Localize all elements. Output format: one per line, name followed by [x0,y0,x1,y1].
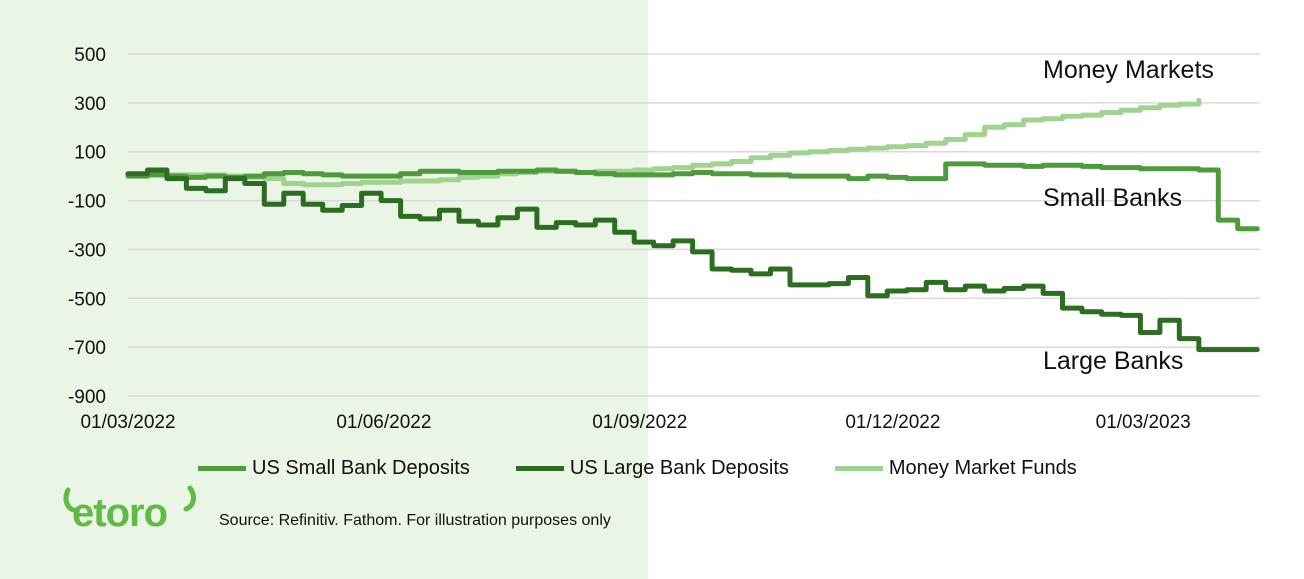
series-line [125,167,1260,353]
x-tick-label: 01/12/2022 [845,412,940,433]
gridlines [128,53,1260,397]
annotation-money-markets: Money Markets [1043,56,1214,84]
shaded-background-region [0,0,648,579]
etoro-logo: etoro [62,484,202,537]
series-line [125,97,1202,188]
y-tick-label: -500 [68,289,106,310]
y-tick-label: -300 [68,240,106,261]
source-note: Source: Refinitiv. Fathom. For illustrat… [219,512,611,529]
annotation-large-banks: Large Banks [1043,347,1183,375]
legend-swatch-small-bank [198,465,246,471]
x-axis-ticks: 01/03/2022 01/06/2022 01/09/2022 01/12/2022… [80,412,1190,433]
chart-legend: US Small Bank Deposits US Large Bank Dep… [198,456,1077,480]
legend-item-money-market-funds: Money Market Funds [834,456,1077,480]
svg-text:etoro: etoro [72,491,167,532]
x-tick-label: 01/03/2022 [80,412,175,433]
legend-label-large-bank: US Large Bank Deposits [569,456,789,479]
legend-item-small-bank-deposits: US Small Bank Deposits [198,457,470,480]
x-tick-label: 01/09/2022 [592,412,687,433]
y-tick-label: -900 [68,387,106,408]
x-tick-label: 01/03/2023 [1096,412,1191,433]
y-tick-label: 500 [74,45,106,66]
series-line [125,161,1260,232]
y-tick-label: 300 [74,94,106,115]
legend-label-money-market: Money Market Funds [888,456,1077,479]
y-tick-label: -100 [68,192,106,213]
annotation-small-banks: Small Banks [1043,184,1182,212]
y-axis-ticks: 500 300 100 -100 -300 -500 -700 -900 [68,45,106,408]
legend-label-small-bank: US Small Bank Deposits [252,456,470,479]
legend-item-large-bank-deposits: US Large Bank Deposits [515,456,789,480]
legend-swatch-large-bank [515,465,564,471]
y-tick-label: -700 [68,338,106,359]
y-tick-label: 100 [74,143,106,164]
legend-swatch-money-market [834,465,883,471]
series-lines [125,97,1260,353]
x-tick-label: 01/06/2022 [336,412,431,433]
